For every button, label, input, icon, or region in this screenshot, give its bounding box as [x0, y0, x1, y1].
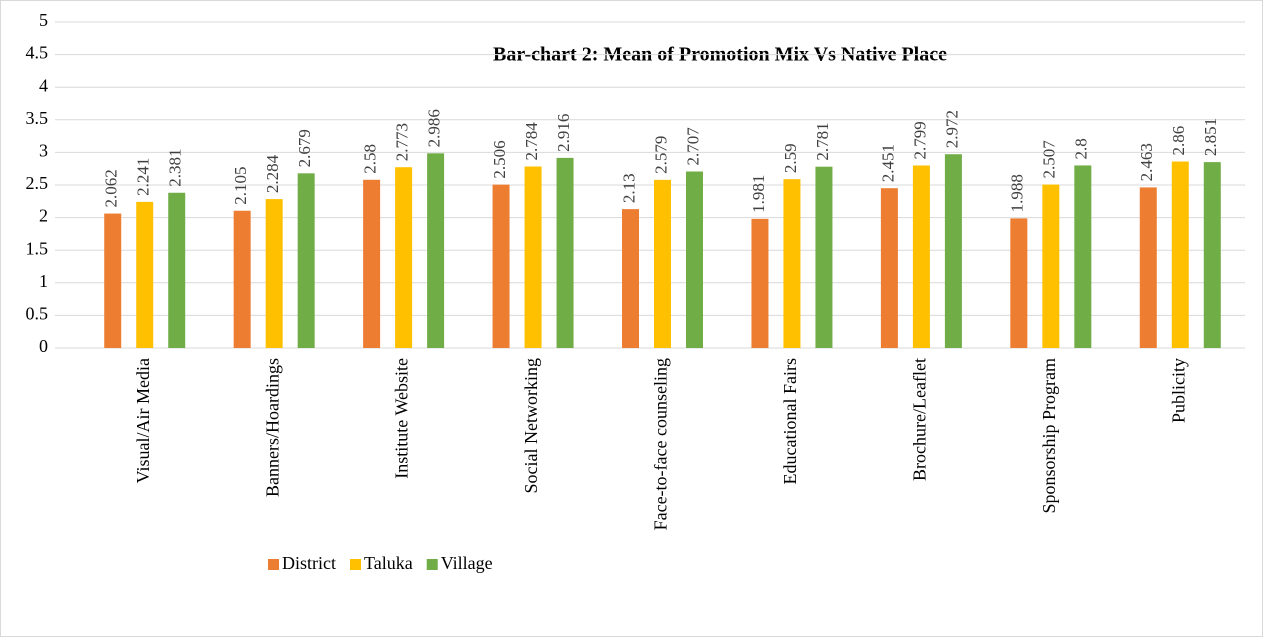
legend-swatch	[426, 559, 438, 570]
bar	[556, 157, 574, 348]
value-label: 2.241	[134, 158, 153, 196]
y-tick-label: 3	[39, 141, 48, 161]
x-tick-label: Social Networking	[521, 358, 541, 493]
bar	[1171, 161, 1189, 348]
bar	[880, 188, 898, 348]
bar	[427, 153, 445, 348]
y-tick-label: 4	[39, 75, 48, 95]
bar	[524, 166, 542, 348]
bar	[1203, 162, 1221, 348]
value-label: 2.381	[166, 149, 185, 187]
bar	[622, 209, 639, 348]
value-label: 2.773	[393, 123, 412, 161]
value-label: 2.463	[1137, 143, 1156, 181]
value-label: 2.58	[361, 144, 380, 174]
value-label: 2.799	[910, 121, 929, 159]
y-tick-label: 3.5	[26, 108, 49, 128]
legend-label: Taluka	[364, 553, 413, 573]
value-label: 2.13	[619, 173, 638, 203]
bar	[686, 171, 703, 348]
value-label: 2.579	[651, 136, 670, 174]
bar	[783, 179, 801, 348]
value-label: 2.105	[231, 167, 250, 205]
value-label: 2.59	[781, 143, 800, 173]
x-tick-label: Sponsorship Program	[1039, 358, 1059, 514]
x-tick-label: Educational Fairs	[780, 358, 800, 484]
value-label: 2.784	[522, 122, 541, 161]
value-label: 2.851	[1201, 118, 1220, 156]
value-label: 1.981	[749, 175, 768, 213]
value-label: 2.8	[1072, 138, 1091, 159]
bar	[1139, 187, 1157, 348]
x-tick-label: Institute Website	[392, 358, 412, 479]
bar	[1042, 184, 1060, 348]
bar	[1010, 218, 1028, 348]
value-label: 2.507	[1040, 140, 1059, 179]
bar	[751, 218, 769, 348]
value-label: 2.707	[683, 127, 702, 166]
bar	[395, 167, 413, 348]
bar	[297, 173, 315, 348]
value-label: 2.679	[295, 129, 314, 167]
bar	[136, 201, 154, 348]
y-tick-label: 0	[39, 336, 48, 356]
value-label: 2.86	[1169, 126, 1188, 156]
bar	[265, 199, 283, 348]
legend-label: District	[282, 553, 336, 573]
y-tick-label: 2.5	[26, 173, 49, 193]
bar	[1074, 165, 1092, 348]
legend-swatch	[350, 559, 361, 570]
y-tick-label: 5	[39, 10, 48, 30]
y-tick-label: 2	[39, 206, 48, 226]
legend-label: Village	[441, 553, 493, 573]
bar	[815, 166, 833, 348]
bar	[654, 179, 671, 348]
y-tick-label: 0.5	[26, 304, 49, 324]
value-label: 2.916	[554, 114, 573, 152]
y-tick-label: 4.5	[26, 43, 49, 63]
value-label: 2.284	[263, 154, 282, 193]
x-tick-label: Face-to-face counseling	[651, 358, 671, 530]
value-label: 2.062	[102, 169, 121, 207]
y-tick-label: 1.5	[26, 238, 49, 258]
x-tick-label: Visual/Air Media	[133, 358, 153, 483]
value-label: 2.451	[878, 144, 897, 182]
bar	[363, 179, 381, 348]
y-tick-label: 1	[39, 271, 48, 291]
value-label: 2.972	[942, 110, 961, 148]
bar	[233, 210, 251, 348]
legend-swatch	[268, 559, 279, 570]
x-tick-label: Brochure/Leaflet	[910, 358, 930, 481]
bar	[944, 154, 962, 348]
value-label: 2.781	[813, 122, 832, 160]
bar	[168, 192, 186, 348]
bar	[104, 213, 122, 348]
x-tick-label: Banners/Hoardings	[262, 358, 282, 497]
value-label: 2.986	[425, 109, 444, 147]
bar	[492, 184, 510, 348]
value-label: 1.988	[1008, 174, 1027, 212]
bar	[912, 165, 930, 348]
value-label: 2.506	[490, 140, 509, 178]
x-tick-label: Publicity	[1168, 358, 1188, 423]
